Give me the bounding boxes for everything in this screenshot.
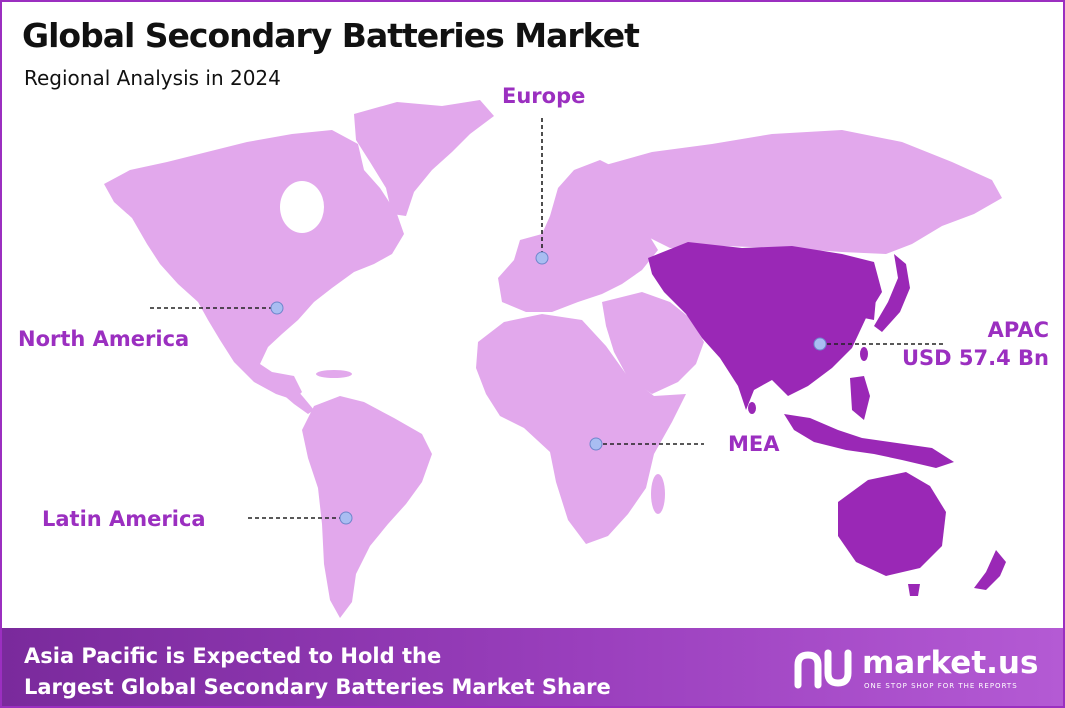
tasmania-shape (908, 584, 920, 596)
market-us-logo-icon (794, 649, 852, 689)
footer-banner: Asia Pacific is Expected to Hold the Lar… (2, 628, 1063, 706)
indonesia-shape (784, 414, 954, 468)
europe-shape (498, 160, 658, 312)
brand-name: market.us (862, 645, 1039, 681)
footer-line-1: Asia Pacific is Expected to Hold the (24, 644, 442, 668)
europe-marker (535, 251, 549, 265)
korea-shape (864, 292, 876, 320)
philippines-shape (850, 376, 870, 420)
caribbean-islands (316, 370, 352, 378)
madagascar-shape (651, 474, 665, 514)
world-map (104, 100, 1006, 618)
apac-value: USD 57.4 Bn (902, 346, 1049, 370)
hudson-bay (280, 181, 324, 233)
apac-marker (813, 337, 827, 351)
latin-america-marker (339, 511, 353, 525)
page-subtitle: Regional Analysis in 2024 (24, 66, 281, 90)
greenland-shape (354, 100, 494, 216)
russia-shape (602, 130, 1002, 254)
japan-shape (874, 254, 910, 332)
footer-text: Asia Pacific is Expected to Hold the Lar… (24, 641, 611, 703)
apac-mainland-shape (648, 242, 882, 410)
new-zealand-shape (974, 550, 1006, 590)
africa-shape (476, 314, 686, 544)
apac-label: APAC (987, 318, 1049, 342)
mea-marker (589, 437, 603, 451)
north-america-label: North America (18, 327, 190, 351)
brand-tagline: ONE STOP SHOP FOR THE REPORTS (864, 682, 1018, 690)
middle-east-shape (602, 292, 704, 394)
apac-label-block: APAC USD 57.4 Bn (902, 316, 1049, 372)
footer-line-2: Largest Global Secondary Batteries Marke… (24, 675, 611, 699)
taiwan-shape (860, 347, 868, 361)
mea-label: MEA (728, 432, 780, 456)
south-america-shape (302, 396, 432, 618)
europe-label: Europe (502, 84, 586, 108)
australia-shape (838, 472, 946, 576)
sri-lanka-shape (748, 402, 756, 414)
north-america-marker (270, 301, 284, 315)
north-america-shape (104, 130, 404, 400)
page-title: Global Secondary Batteries Market (22, 16, 640, 55)
central-america-shape (272, 374, 314, 414)
market-us-logo: market.us ONE STOP SHOP FOR THE REPORTS (792, 645, 1042, 695)
latin-america-label: Latin America (42, 507, 206, 531)
